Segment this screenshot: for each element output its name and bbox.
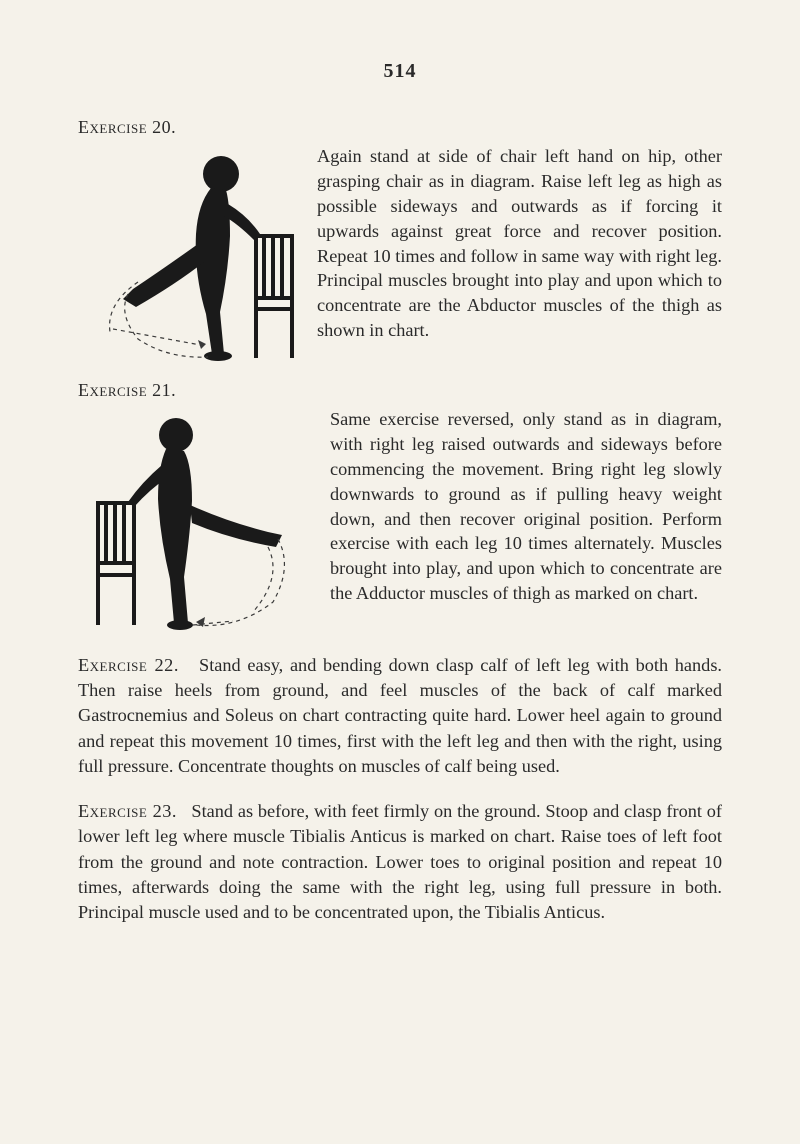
exercise-22-lead: Exercise 22. [78, 655, 179, 675]
exercise-20-figure [78, 144, 303, 362]
exercise-21-row: Same exercise reversed, only stand as in… [78, 407, 722, 635]
exercise-20-text: Again stand at side of chair left hand o… [317, 144, 722, 343]
exercise-22-para: Exercise 22. Stand easy, and bending dow… [78, 653, 722, 779]
exercise-21-label: Exercise 21. [78, 380, 722, 401]
exercise-23-para: Exercise 23. Stand as before, with feet … [78, 799, 722, 925]
exercise-20-row: Again stand at side of chair left hand o… [78, 144, 722, 362]
exercise-21-figure [78, 407, 316, 635]
exercise-23-lead: Exercise 23. [78, 801, 177, 821]
exercise-20-label: Exercise 20. [78, 117, 722, 138]
page-number: 514 [78, 60, 722, 83]
exercise-21-text: Same exercise reversed, only stand as in… [330, 407, 722, 606]
